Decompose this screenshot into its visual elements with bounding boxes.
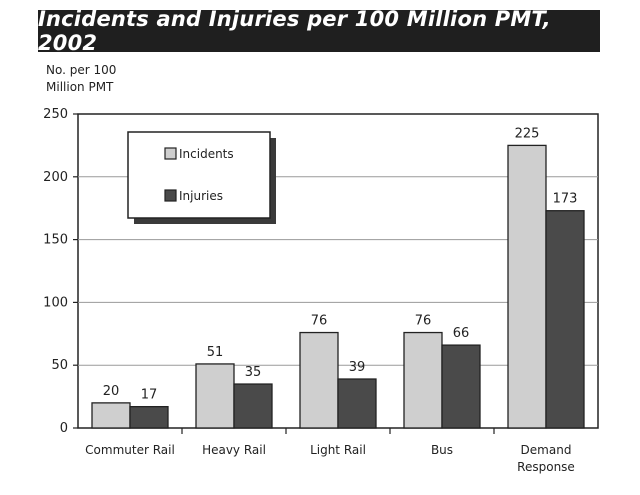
x-category-label: Commuter Rail (85, 443, 175, 457)
bar-injuries (545, 210, 585, 429)
legend (127, 131, 271, 219)
data-label-injuries: 39 (349, 360, 366, 375)
data-label-injuries: 66 (453, 326, 470, 341)
bar-incidents (507, 144, 547, 429)
y-tick-label: 150 (43, 233, 68, 248)
bar-incidents (403, 331, 443, 429)
bar-injuries (441, 344, 481, 429)
x-category-label-line: Light Rail (310, 443, 366, 457)
data-label-incidents: 76 (311, 314, 328, 329)
data-label-incidents: 76 (415, 314, 432, 329)
chart-title-bar: Incidents and Injuries per 100 Million P… (38, 7, 600, 55)
x-category-label: Demand Response (517, 443, 575, 474)
bar-injuries (233, 383, 273, 429)
bar-incidents (299, 331, 339, 429)
data-label-incidents: 51 (207, 345, 224, 360)
data-label-injuries: 17 (141, 388, 158, 403)
bar-injuries (337, 378, 377, 429)
y-tick-label: 200 (43, 170, 68, 185)
x-category-label: Heavy Rail (202, 443, 266, 457)
x-category-label: Light Rail (310, 443, 366, 457)
x-category-label: Bus (431, 443, 453, 457)
y-tick-label: 0 (60, 421, 68, 436)
bar-incidents (91, 402, 131, 429)
bar-incidents (195, 363, 235, 429)
y-tick-label: 250 (43, 107, 68, 122)
y-tick-label: 100 (43, 295, 68, 310)
bar-injuries (129, 405, 169, 429)
data-label-injuries: 35 (245, 365, 262, 380)
legend-swatch-injuries (164, 189, 177, 202)
y-axis-label: No. per 100 Million PMT (46, 63, 117, 94)
x-category-label-line: Response (517, 460, 575, 474)
legend-label-incidents: Incidents (179, 147, 234, 161)
y-tick-label: 50 (51, 358, 68, 373)
x-category-label-line: Commuter Rail (85, 443, 175, 457)
x-category-label-line: Heavy Rail (202, 443, 266, 457)
legend-swatch-incidents (164, 147, 177, 160)
data-label-injuries: 173 (553, 192, 578, 207)
x-category-label-line: Bus (431, 443, 453, 457)
x-category-label-line: Demand (521, 443, 572, 457)
chart-title: Incidents and Injuries per 100 Million P… (38, 7, 551, 55)
legend-label-injuries: Injuries (179, 189, 223, 203)
data-label-incidents: 20 (103, 384, 120, 399)
data-label-incidents: 225 (515, 126, 540, 141)
